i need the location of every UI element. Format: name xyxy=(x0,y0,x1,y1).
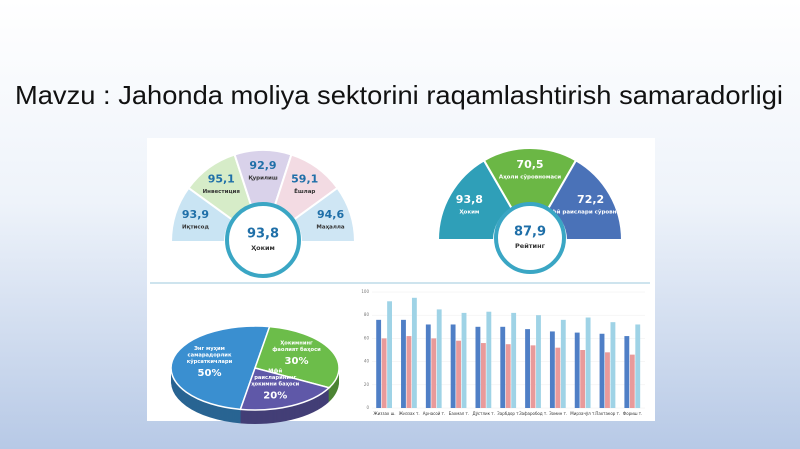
bar xyxy=(505,344,511,408)
pie-slice xyxy=(254,325,340,389)
y-tick-label: 60 xyxy=(364,335,370,340)
pie-label: Ҳокимнинг xyxy=(280,340,313,346)
pie-label: ҳокимни баҳоси xyxy=(251,380,299,387)
bar xyxy=(585,317,591,408)
gauge-center-value: 87,9 xyxy=(514,225,546,240)
bar xyxy=(530,345,536,408)
bar xyxy=(411,297,417,408)
bar xyxy=(450,324,456,408)
bar xyxy=(480,343,486,408)
bar xyxy=(560,319,566,408)
gauge-label: Ҳоким xyxy=(459,210,480,216)
gauge-center-label: Рейтинг xyxy=(515,242,546,250)
bar xyxy=(436,309,442,408)
gauge-label: Аҳоли сўровномаси xyxy=(499,174,561,181)
gauge-label: Ёшлар xyxy=(294,188,315,195)
gauge-label: Мфй раислари сўровномаси xyxy=(546,209,636,216)
gauge-value: 95,1 xyxy=(208,173,235,186)
y-tick-label: 40 xyxy=(364,359,370,364)
x-tick-label: Зомин т. xyxy=(549,411,567,416)
bar xyxy=(486,311,492,408)
bar xyxy=(629,354,635,408)
pie-value: 50% xyxy=(198,368,222,379)
x-tick-label: Зарбдор т. xyxy=(497,411,520,416)
gauge-value: 70,5 xyxy=(516,158,543,171)
bar xyxy=(406,336,412,408)
x-tick-label: Жиззах т. xyxy=(399,411,420,416)
bar xyxy=(580,350,586,408)
y-tick-label: 0 xyxy=(366,405,369,410)
x-tick-label: Жиззах ш. xyxy=(373,411,395,416)
y-tick-label: 80 xyxy=(364,312,370,317)
pie-label: фаолият баҳоси xyxy=(272,346,321,353)
gauge-value: 93,8 xyxy=(456,193,483,206)
y-tick-label: 100 xyxy=(361,289,369,294)
gauge-value: 72,2 xyxy=(577,193,604,206)
bar xyxy=(574,332,580,408)
bar xyxy=(500,326,506,408)
x-tick-label: Пахтакор т. xyxy=(595,411,620,416)
gauge-label: Инвестиция xyxy=(203,189,241,195)
x-tick-label: Фориш т. xyxy=(623,411,643,416)
bar xyxy=(431,338,437,408)
gauge-label: Маҳалла xyxy=(316,225,345,231)
bar xyxy=(456,340,461,408)
bar xyxy=(549,331,555,408)
pie-label: Энг муҳим xyxy=(194,346,225,352)
slide-title: Mavzu : Jahonda moliya sektorini raqamla… xyxy=(15,80,783,110)
bar xyxy=(511,312,517,408)
y-tick-label: 20 xyxy=(364,382,370,387)
pie-label: самарадорлик xyxy=(188,352,232,358)
gauge-center-ring xyxy=(225,202,301,278)
bar xyxy=(536,315,541,408)
bar xyxy=(387,301,392,408)
x-tick-label: Бахмал т. xyxy=(449,411,469,416)
x-tick-label: Дўстлик т. xyxy=(472,411,494,416)
pie-value: 30% xyxy=(285,356,309,367)
bar xyxy=(401,319,406,408)
x-tick-label: Мирзачўл т. xyxy=(570,411,595,416)
pie-slice xyxy=(170,325,271,411)
bar xyxy=(525,329,530,408)
gauge-center-ring xyxy=(494,202,566,274)
bar xyxy=(599,333,605,408)
gauge-value: 92,9 xyxy=(249,159,276,172)
pie-value: 20% xyxy=(263,390,287,401)
bar xyxy=(605,352,610,408)
gauge-center-label: Ҳоким xyxy=(251,244,275,252)
pie-slice xyxy=(239,367,331,411)
bar xyxy=(461,312,467,408)
gauge-label: Қурилиш xyxy=(248,176,278,182)
bar xyxy=(624,336,630,408)
bar xyxy=(376,319,382,408)
pie-label: кўрсаткичлари xyxy=(187,358,233,365)
gauge-value: 59,1 xyxy=(291,173,318,186)
gauge-value: 93,9 xyxy=(182,208,209,221)
gauge-label: Иқтисод xyxy=(182,225,209,231)
x-tick-label: Арнасой т. xyxy=(423,411,445,416)
x-tick-label: Зафаробод т. xyxy=(519,411,547,416)
bar xyxy=(610,322,616,408)
gauge-value: 94,6 xyxy=(317,208,344,221)
bar xyxy=(381,338,387,408)
pie-label: Мфй xyxy=(268,367,282,374)
bar xyxy=(555,347,561,408)
pie-label: раисларининг xyxy=(254,375,296,381)
bar xyxy=(635,324,641,408)
bar xyxy=(425,324,431,408)
bar xyxy=(475,326,481,408)
gauge-center-value: 93,8 xyxy=(247,227,279,242)
